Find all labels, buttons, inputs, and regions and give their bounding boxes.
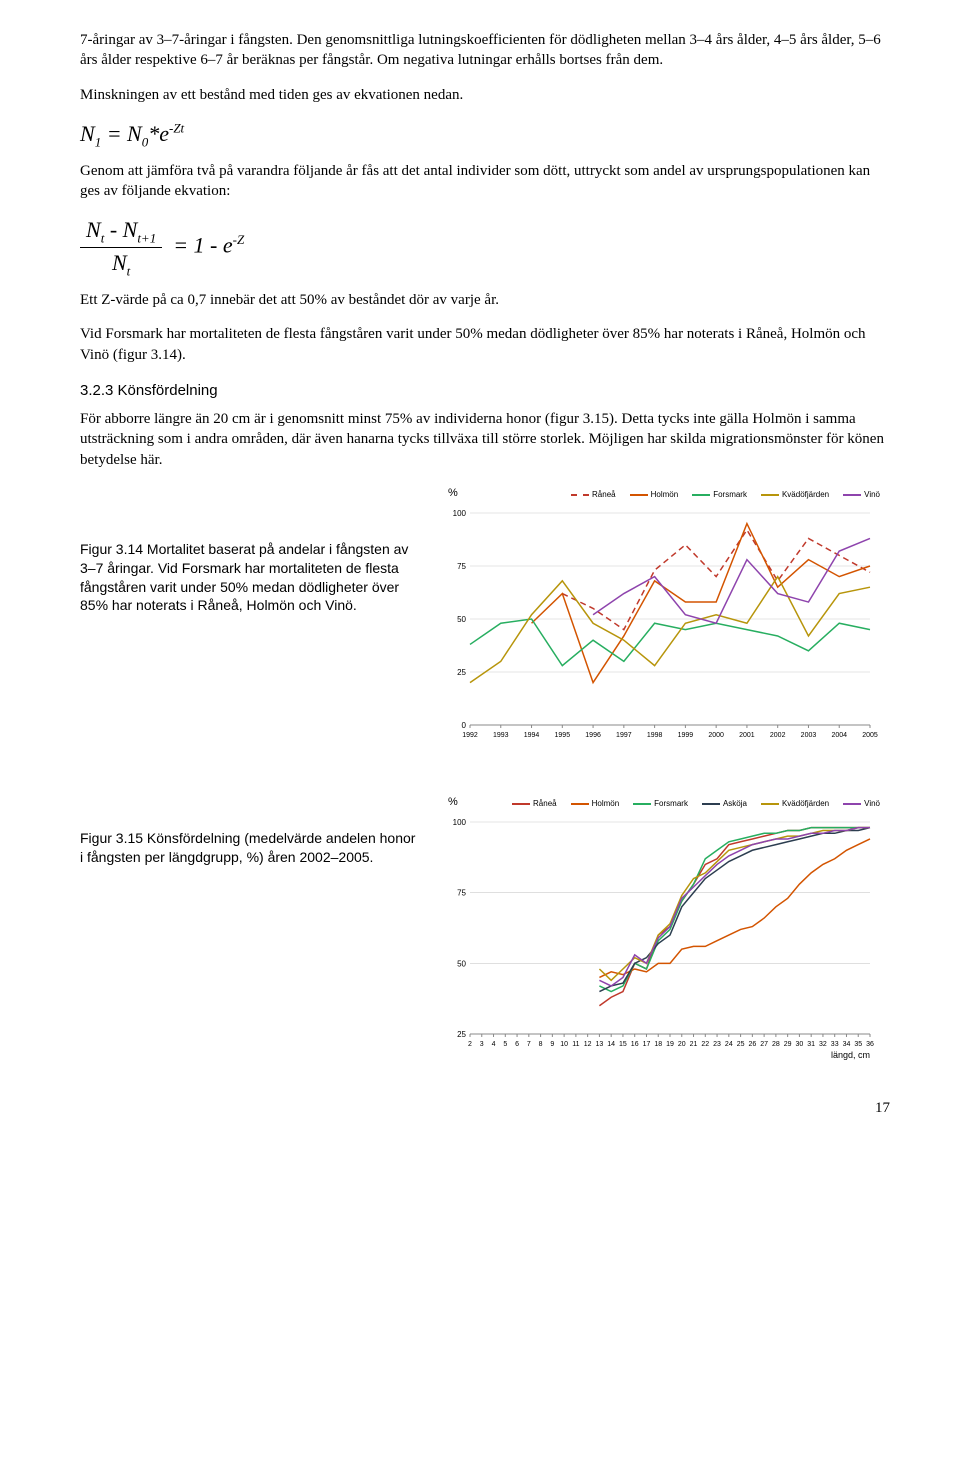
legend-item: Holmön [571, 799, 620, 810]
svg-text:29: 29 [784, 1041, 792, 1048]
paragraph-jamfora: Genom att jämföra två på varandra följan… [80, 161, 890, 202]
svg-text:18: 18 [654, 1041, 662, 1048]
svg-text:13: 13 [596, 1041, 604, 1048]
svg-text:50: 50 [457, 615, 466, 624]
legend-item: Asköja [702, 799, 747, 810]
svg-text:2001: 2001 [739, 732, 755, 739]
svg-text:75: 75 [457, 888, 466, 897]
legend-item: Vinö [843, 799, 880, 810]
figure-315-row: Figur 3.15 Könsfördelning (medelvärde an… [80, 799, 890, 1068]
chart-314: % RåneåHolmönForsmarkKvädöfjärdenVinö 02… [440, 490, 890, 759]
svg-text:75: 75 [457, 562, 466, 571]
svg-text:1993: 1993 [493, 732, 509, 739]
svg-text:1994: 1994 [524, 732, 540, 739]
svg-text:2003: 2003 [801, 732, 817, 739]
svg-text:1995: 1995 [555, 732, 571, 739]
svg-text:längd, cm: längd, cm [831, 1050, 870, 1060]
svg-text:14: 14 [607, 1041, 615, 1048]
svg-text:25: 25 [737, 1041, 745, 1048]
figure-314-caption: Figur 3.14 Mortalitet baserat på andelar… [80, 540, 420, 616]
chart-315-legend: Råneå Holmön Forsmark Asköja Kvädöfjärden Vin… [440, 799, 890, 810]
svg-text:9: 9 [550, 1041, 554, 1048]
svg-text:1997: 1997 [616, 732, 632, 739]
equation-2: Nt - Nt+1 Nt = 1 - e-Z [80, 215, 890, 280]
svg-text:7: 7 [527, 1041, 531, 1048]
svg-text:50: 50 [457, 959, 466, 968]
chart-314-svg: 0 25 50 75 100 1992 1993 1994 1995 1996 1997 1998 19… [440, 503, 880, 753]
svg-text:3: 3 [480, 1041, 484, 1048]
svg-text:12: 12 [584, 1041, 592, 1048]
svg-text:20: 20 [678, 1041, 686, 1048]
chart-314-ylabel: % [448, 486, 458, 501]
svg-text:31: 31 [807, 1041, 815, 1048]
svg-text:25: 25 [457, 668, 466, 677]
svg-text:26: 26 [748, 1041, 756, 1048]
svg-text:2: 2 [468, 1041, 472, 1048]
figure-315-caption: Figur 3.15 Könsfördelning (medelvärde an… [80, 829, 420, 867]
paragraph-zvarde: Ett Z-värde på ca 0,7 innebär det att 50… [80, 290, 890, 310]
svg-text:15: 15 [619, 1041, 627, 1048]
svg-text:1999: 1999 [678, 732, 694, 739]
legend-item: Kvädöfjärden [761, 799, 829, 810]
svg-text:11: 11 [572, 1041, 579, 1048]
svg-text:1996: 1996 [585, 732, 601, 739]
svg-text:6: 6 [515, 1041, 519, 1048]
paragraph-forsmark: Vid Forsmark har mortaliteten de flesta … [80, 324, 890, 365]
chart-315: % RåneåHolmönForsmarkAsköjaKvädöfjärdenV… [440, 799, 890, 1068]
svg-text:4: 4 [492, 1041, 496, 1048]
svg-text:27: 27 [760, 1041, 768, 1048]
svg-text:28: 28 [772, 1041, 780, 1048]
legend-item: Holmön [630, 490, 679, 501]
svg-text:21: 21 [690, 1041, 698, 1048]
svg-text:23: 23 [713, 1041, 721, 1048]
legend-item: Råneå [512, 799, 557, 810]
svg-text:22: 22 [701, 1041, 709, 1048]
svg-text:35: 35 [854, 1041, 862, 1048]
svg-text:100: 100 [453, 818, 467, 827]
legend-item: Vinö [843, 490, 880, 501]
svg-text:8: 8 [539, 1041, 543, 1048]
svg-text:24: 24 [725, 1041, 733, 1048]
legend-item: Råneå [571, 490, 616, 501]
chart-315-ylabel: % [448, 795, 458, 810]
svg-text:2004: 2004 [831, 732, 847, 739]
svg-text:25: 25 [457, 1030, 466, 1039]
svg-text:1992: 1992 [462, 732, 478, 739]
chart-315-svg: 2550751002345678910111213141516171819202… [440, 812, 880, 1062]
svg-text:32: 32 [819, 1041, 827, 1048]
svg-text:2002: 2002 [770, 732, 786, 739]
svg-text:2000: 2000 [708, 732, 724, 739]
svg-text:19: 19 [666, 1041, 674, 1048]
svg-text:100: 100 [453, 509, 467, 518]
page-number: 17 [80, 1098, 890, 1118]
paragraph-intro: 7-åringar av 3–7-åringar i fångsten. Den… [80, 30, 890, 71]
svg-text:16: 16 [631, 1041, 639, 1048]
legend-item: Forsmark [633, 799, 688, 810]
svg-text:0: 0 [462, 721, 467, 730]
paragraph-konsfordelning: För abborre längre än 20 cm är i genomsn… [80, 409, 890, 470]
svg-text:36: 36 [866, 1041, 874, 1048]
chart-314-legend: Råneå Holmön Forsmark Kvädöfjärden Vinö [440, 490, 890, 501]
heading-323: 3.2.3 Könsfördelning [80, 381, 890, 401]
paragraph-minskning: Minskningen av ett bestånd med tiden ges… [80, 85, 890, 105]
svg-text:30: 30 [796, 1041, 804, 1048]
figure-314-row: Figur 3.14 Mortalitet baserat på andelar… [80, 490, 890, 759]
svg-text:1998: 1998 [647, 732, 663, 739]
svg-text:17: 17 [643, 1041, 651, 1048]
svg-text:5: 5 [503, 1041, 507, 1048]
svg-text:2005: 2005 [862, 732, 878, 739]
svg-text:34: 34 [843, 1041, 851, 1048]
legend-item: Forsmark [692, 490, 747, 501]
equation-1: N1 = N0*e-Zt [80, 119, 890, 151]
legend-item: Kvädöfjärden [761, 490, 829, 501]
svg-text:10: 10 [560, 1041, 568, 1048]
svg-text:33: 33 [831, 1041, 839, 1048]
